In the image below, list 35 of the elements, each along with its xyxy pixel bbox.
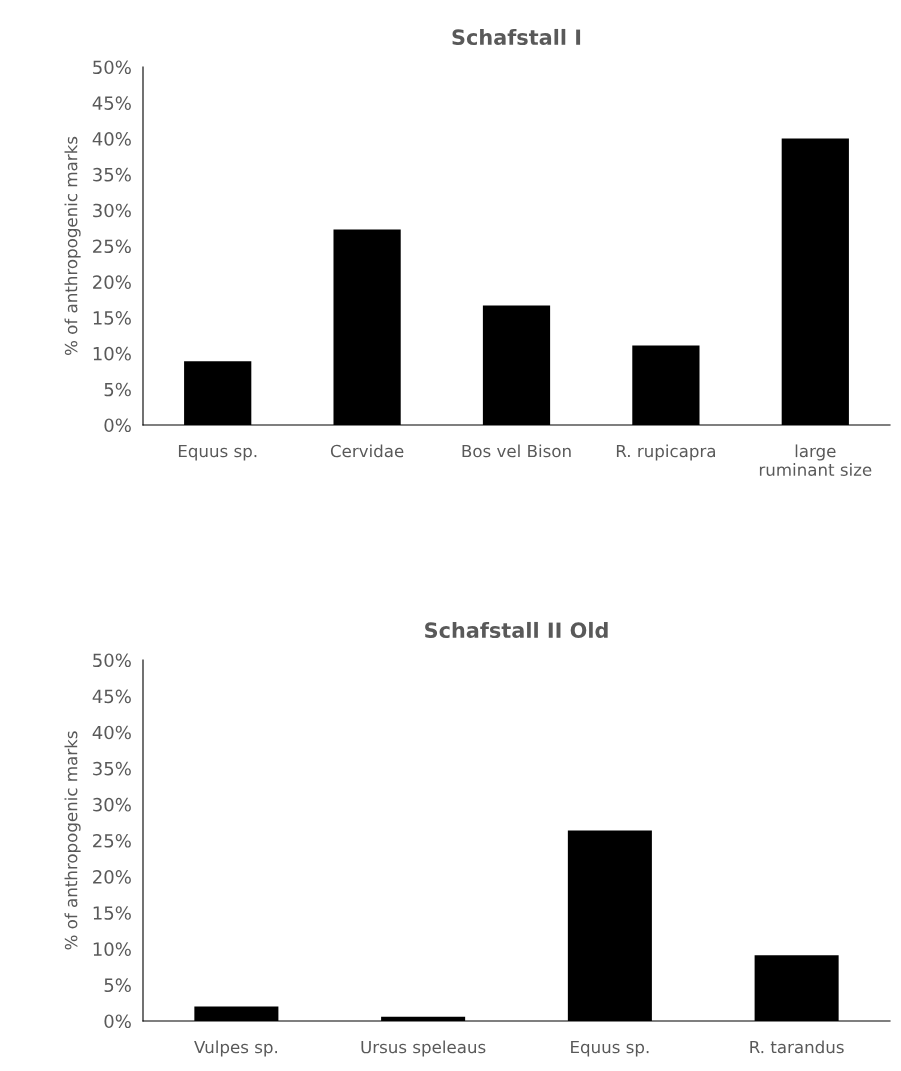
y-axis-title: % of anthropogenic marks <box>64 731 81 950</box>
y-tick-label: 30% <box>93 797 131 812</box>
y-tick-label: 45% <box>92 96 131 110</box>
x-tick-label: Equus sp. <box>178 444 257 461</box>
y-tick-label: 0% <box>104 1014 131 1029</box>
y-tick-label: 35% <box>93 761 131 776</box>
y-tick-label: 35% <box>93 167 131 182</box>
y-tick-label: 15% <box>93 906 131 920</box>
y-tick-label: 20% <box>93 870 131 884</box>
x-tick-label: Equus sp. <box>571 1040 649 1057</box>
chart-title: Schafstall II Old <box>425 621 608 639</box>
y-tick-label: 20% <box>93 275 131 289</box>
y-tick-label: 25% <box>93 833 131 848</box>
y-tick-label: 30% <box>93 203 131 218</box>
y-tick-label: 40% <box>92 725 131 740</box>
x-tick-label: large ruminant size <box>759 444 872 477</box>
x-tick-label: R. rupicapra <box>616 444 715 461</box>
y-tick-label: 10% <box>93 346 131 361</box>
y-tick-label: 45% <box>92 689 131 704</box>
x-tick-label: R. tarandus <box>750 1040 844 1054</box>
y-tick-label: 15% <box>93 311 131 325</box>
x-tick-label: Bos vel Bison <box>462 444 571 458</box>
y-tick-label: 25% <box>93 239 131 254</box>
y-tick-label: 5% <box>104 978 131 993</box>
y-tick-label: 50% <box>93 653 131 668</box>
y-tick-label: 40% <box>92 132 131 146</box>
y-tick-label: 0% <box>104 418 131 433</box>
y-tick-label: 5% <box>104 382 131 397</box>
x-tick-label: Ursus speleaus <box>361 1040 486 1057</box>
chart-title: Schafstall I <box>452 28 581 46</box>
y-tick-label: 50% <box>93 60 131 75</box>
x-tick-label: Cervidae <box>330 444 404 458</box>
x-tick-label: Vulpes sp. <box>194 1040 277 1057</box>
y-tick-label: 10% <box>93 942 131 956</box>
y-axis-title: % of anthropogenic marks <box>64 136 81 356</box>
